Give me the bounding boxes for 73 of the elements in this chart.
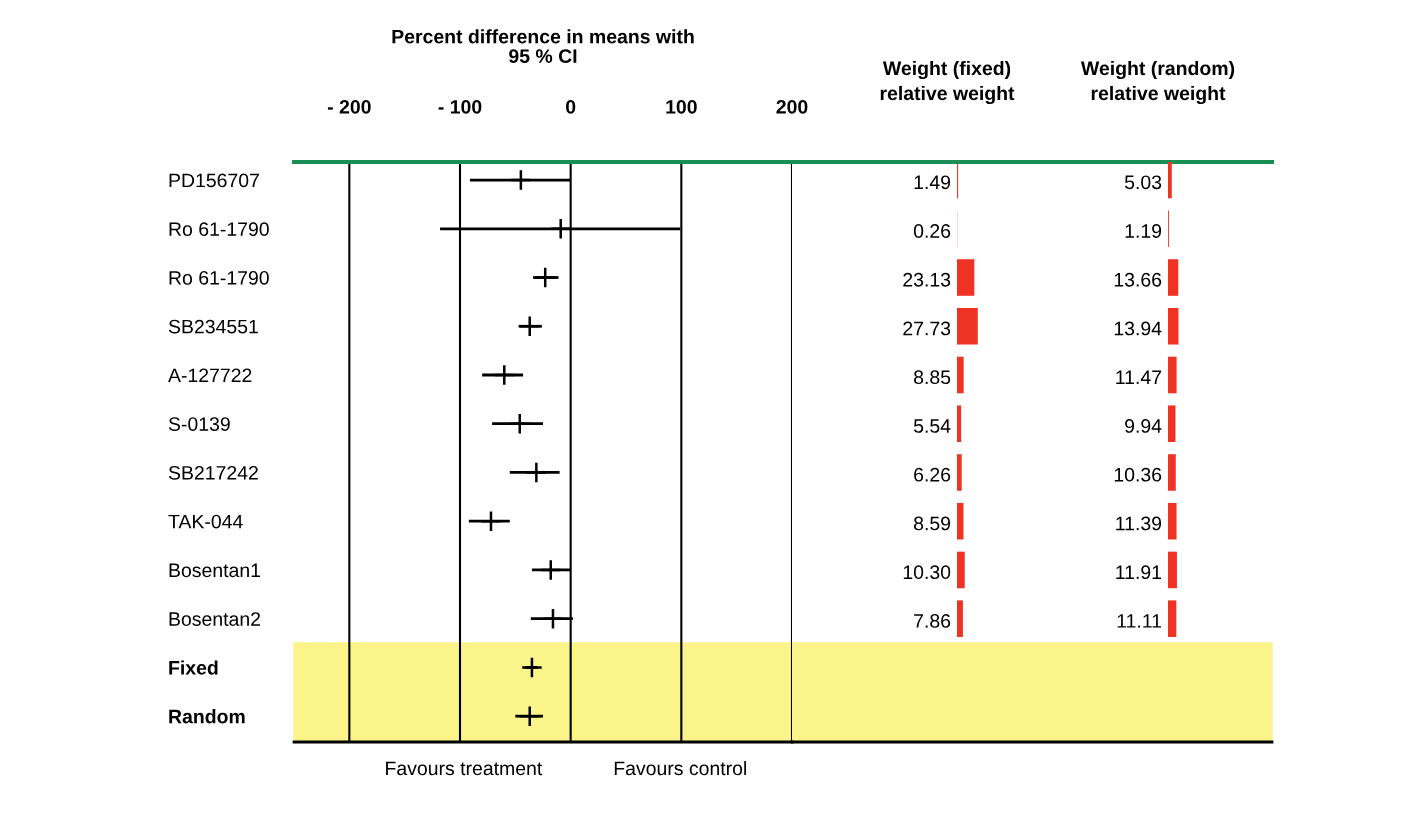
y-tick-label: Bosentan2 <box>169 612 260 626</box>
data-label: 27.73 <box>903 321 951 336</box>
data-label: 9.94 <box>1125 419 1162 433</box>
data-label: 5.54 <box>913 419 951 433</box>
bar <box>1168 502 1177 540</box>
data-label: 11.47 <box>1116 370 1162 384</box>
data-label: 10.36 <box>1114 467 1162 482</box>
data-label: 11.39 <box>1116 516 1162 531</box>
y-tick-label: TAK-044 <box>168 514 243 529</box>
y-tick-label: Random <box>169 709 245 724</box>
bar <box>957 259 975 296</box>
chart-subtitle: relative weight <box>1091 85 1226 105</box>
x-tick-label: - 200 <box>327 99 371 114</box>
y-tick-label: A-127722 <box>168 368 252 383</box>
x-tick-label: 100 <box>666 99 697 114</box>
point <box>541 607 564 630</box>
data-label: 13.94 <box>1114 321 1162 336</box>
point <box>534 266 557 289</box>
data-label: 10.30 <box>903 565 951 580</box>
point <box>480 510 502 533</box>
point <box>509 169 532 192</box>
bar <box>1168 356 1177 394</box>
bar <box>1168 551 1177 589</box>
chart-title: Percent difference in means with 95 % CI <box>392 29 694 63</box>
y-tick-label: Ro 61-1790 <box>169 222 269 237</box>
y-tick-label: S-0139 <box>168 417 230 431</box>
chart-title: Weight (fixed) <box>882 60 1011 80</box>
data-label: 11.11 <box>1117 614 1162 628</box>
point <box>539 558 562 581</box>
point <box>518 315 541 338</box>
bar <box>1168 454 1176 491</box>
data-label: 13.66 <box>1114 272 1162 287</box>
y-tick-label: Ro 61-1790 <box>169 270 269 285</box>
bar <box>1168 162 1172 199</box>
data-label: 1.49 <box>914 175 951 190</box>
y-tick-label: Fixed <box>169 660 218 675</box>
bar <box>1168 600 1177 637</box>
point <box>493 364 516 386</box>
point <box>518 705 541 728</box>
data-label: 0.26 <box>913 224 951 238</box>
bar <box>957 405 962 443</box>
text: Favours treatment <box>386 761 543 776</box>
data-label: 1.19 <box>1125 224 1162 238</box>
data-label: 11.91 <box>1116 565 1162 580</box>
bar <box>957 551 965 589</box>
data-label: 7.86 <box>914 614 951 628</box>
y-tick-label: Bosentan1 <box>169 563 261 578</box>
text: Favours control <box>614 760 746 776</box>
bar <box>957 356 964 394</box>
bar <box>1168 405 1176 443</box>
bar <box>1168 259 1179 296</box>
point <box>520 656 543 679</box>
bar <box>957 502 964 540</box>
bar <box>1168 307 1179 345</box>
bar <box>957 600 963 637</box>
data-label: 6.26 <box>914 467 951 482</box>
data-label: 23.13 <box>903 272 951 287</box>
bar <box>957 307 978 345</box>
point <box>549 217 572 240</box>
point <box>525 461 548 484</box>
x-tick-label: 200 <box>776 99 808 114</box>
data-label: 8.85 <box>914 370 951 385</box>
chart-subtitle: relative weight <box>880 85 1015 105</box>
data-label: 8.59 <box>914 516 951 531</box>
y-tick-label: SB217242 <box>168 465 258 480</box>
chart-title: Weight (random) <box>1080 60 1235 80</box>
point <box>508 412 531 435</box>
x-tick-label: 0 <box>566 99 576 114</box>
x-tick-label: - 100 <box>438 99 482 114</box>
bar <box>957 454 962 491</box>
data-label: 5.03 <box>1124 175 1162 190</box>
y-tick-label: SB234551 <box>168 319 258 334</box>
y-tick-label: PD156707 <box>169 173 259 188</box>
